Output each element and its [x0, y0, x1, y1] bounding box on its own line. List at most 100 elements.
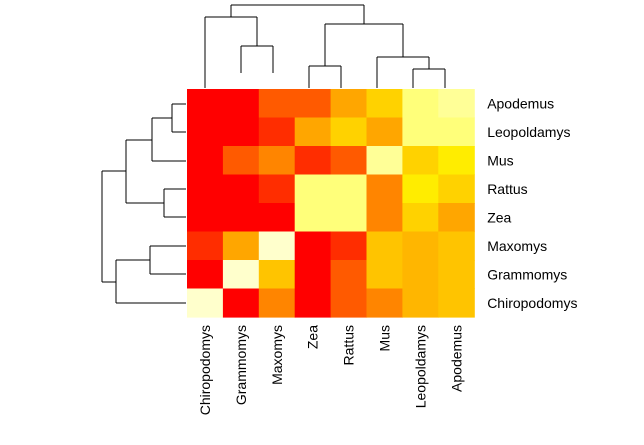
col-dendro-link: [412, 68, 446, 88]
heatmap-cell: [294, 288, 332, 318]
heatmap-cell: [258, 117, 296, 147]
heatmap-cell: [366, 288, 403, 318]
heatmap-cell: [330, 260, 368, 290]
heatmap-cell: [330, 117, 368, 147]
row-dendro-link: [149, 245, 186, 275]
heatmap-cell: [187, 174, 224, 204]
heatmap-cell: [438, 174, 475, 204]
column-label: Mus: [376, 325, 392, 351]
heatmap-cell: [187, 146, 224, 176]
heatmap-cell: [330, 203, 368, 233]
heatmap-cell: [294, 203, 332, 233]
col-dendro-link: [376, 56, 430, 88]
heatmap-cell: [438, 117, 475, 147]
heatmap-cell: [402, 174, 439, 204]
heatmap-cell: [258, 231, 296, 261]
heatmap-cell: [187, 117, 224, 147]
heatmap-cell: [402, 89, 439, 119]
column-label: Maxomys: [269, 325, 285, 385]
col-dendro-link: [308, 65, 342, 88]
heatmap-cell: [402, 260, 439, 290]
column-dendrogram: [204, 4, 446, 88]
heatmap-cell: [438, 146, 475, 176]
heatmap-cell: [438, 288, 475, 318]
heatmap-cell: [258, 260, 296, 290]
row-label: Grammomys: [487, 266, 567, 282]
heatmap-cell: [402, 288, 439, 318]
heatmap-cell: [330, 174, 368, 204]
row-label: Leopoldamys: [487, 124, 570, 140]
col-dendro-link: [204, 16, 258, 88]
col-dendro-link: [230, 4, 365, 24]
heatmap-cell: [330, 231, 368, 261]
row-label: Maxomys: [487, 238, 547, 254]
heatmap-cell: [366, 146, 403, 176]
heatmap-cell: [438, 231, 475, 261]
heatmap-cells: [187, 89, 475, 318]
column-label: Rattus: [341, 325, 357, 365]
col-dendro-link: [324, 23, 404, 66]
heatmap-cell: [438, 89, 475, 119]
heatmap-cell: [187, 260, 224, 290]
heatmap-cell: [294, 146, 332, 176]
heatmap-cell: [366, 231, 403, 261]
column-label: Chiropodomys: [197, 325, 213, 415]
heatmap-cell: [366, 174, 403, 204]
heatmap-cell: [366, 203, 403, 233]
heatmap-cell: [187, 231, 224, 261]
heatmap-cell: [258, 288, 296, 318]
heatmap-cell: [294, 174, 332, 204]
heatmap-cell: [294, 260, 332, 290]
heatmap-cell: [187, 203, 224, 233]
heatmap-cell: [222, 89, 260, 119]
col-dendro-link: [240, 45, 274, 73]
heatmap-cell: [366, 260, 403, 290]
heatmap-cell: [294, 89, 332, 119]
column-label: Leopoldamys: [412, 325, 428, 408]
heatmap-cell: [258, 146, 296, 176]
heatmap-cell: [294, 231, 332, 261]
row-dendro-link: [101, 170, 126, 283]
heatmap-cell: [366, 89, 403, 119]
heatmap-cell: [258, 89, 296, 119]
heatmap-cell: [294, 117, 332, 147]
row-label: Zea: [487, 209, 511, 225]
row-dendro-link: [115, 259, 186, 304]
heatmap-cell: [330, 288, 368, 318]
row-dendrogram: [101, 103, 186, 304]
heatmap-cell: [402, 203, 439, 233]
row-dendro-link: [151, 117, 186, 162]
row-label: Apodemus: [487, 95, 554, 111]
column-labels: Chiropodomys Grammomys Maxomys Zea Rattus Mus…: [197, 325, 464, 415]
heatmap-cell: [402, 146, 439, 176]
heatmap-cell: [222, 146, 260, 176]
heatmap-cell: [330, 146, 368, 176]
heatmap-cell: [222, 260, 260, 290]
row-label: Rattus: [487, 181, 527, 197]
heatmap-cell: [366, 117, 403, 147]
heatmap-cell: [222, 174, 260, 204]
row-labels: Apodemus Leopoldamys Mus Rattus Zea Maxomys Gr…: [487, 95, 577, 311]
heatmap-cell: [438, 203, 475, 233]
row-dendro-link: [125, 139, 164, 204]
heatmap-cell: [187, 288, 224, 318]
heatmap-cell: [330, 89, 368, 119]
heatmap-cell: [258, 174, 296, 204]
column-label: Zea: [305, 325, 321, 349]
heatmap-cell: [222, 288, 260, 318]
column-label: Apodemus: [448, 325, 464, 392]
heatmap-cell: [258, 203, 296, 233]
heatmap-cell: [438, 260, 475, 290]
row-label: Mus: [487, 152, 513, 168]
heatmap-cell: [222, 203, 260, 233]
heatmap-cell: [402, 231, 439, 261]
row-dendro-link: [171, 103, 186, 133]
heatmap-cell: [402, 117, 439, 147]
heatmap-cell: [222, 231, 260, 261]
column-label: Grammomys: [233, 325, 249, 405]
row-label: Chiropodomys: [487, 295, 577, 311]
row-dendro-link: [163, 188, 186, 218]
heatmap-cell: [187, 89, 224, 119]
heatmap-cell: [222, 117, 260, 147]
